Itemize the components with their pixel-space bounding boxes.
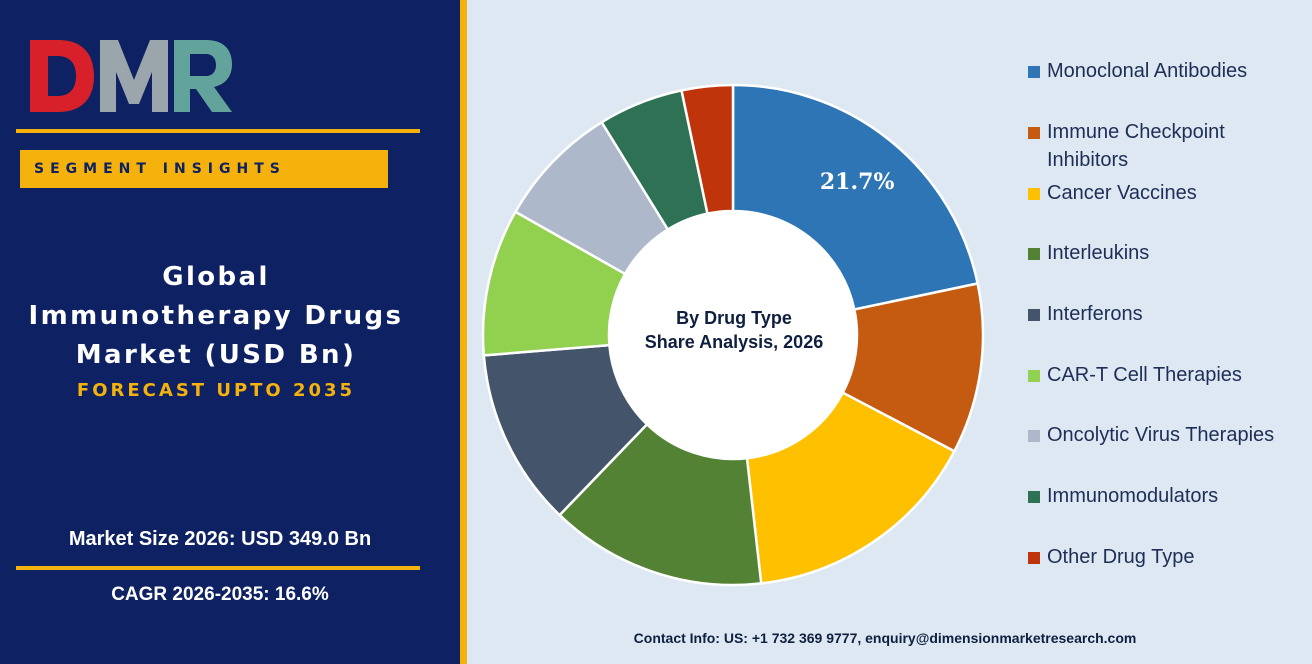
legend-label-line: Interleukins: [1047, 242, 1150, 264]
legend-swatch: [1028, 248, 1040, 260]
report-title-line-3: Market (USD Bn): [75, 340, 357, 370]
legend-label-line: Immunomodulators: [1047, 485, 1219, 507]
legend-item-interleukins: Interleukins: [1028, 239, 1306, 267]
legend-item-oncolytic-virus-therapies: Oncolytic Virus Therapies: [1028, 421, 1306, 449]
data-label: 21.7%: [820, 169, 895, 195]
report-title: Global Immunotherapy Drugs Market (USD B…: [0, 258, 432, 375]
legend-item-cancer-vaccines: Cancer Vaccines: [1028, 179, 1306, 207]
panel-divider: [460, 0, 467, 664]
legend-swatch: [1028, 127, 1040, 139]
donut-slice-cancer-vaccines: [745, 390, 956, 585]
donut-slice-monoclonal-antibodies: [731, 83, 980, 311]
legend-swatch: [1028, 66, 1040, 78]
legend-label-line: CAR-T Cell Therapies: [1047, 364, 1242, 386]
donut-center-line-1: By Drug Type: [676, 308, 792, 328]
legend-swatch: [1028, 430, 1040, 442]
legend-label-line: Monoclonal Antibodies: [1047, 60, 1248, 82]
legend-label: Immunomodulators: [1028, 482, 1306, 510]
legend-item-immune-checkpoint-inhibitors: Immune Checkpoint Inhibitors: [1028, 118, 1306, 174]
legend-label: Other Drug Type: [1028, 543, 1306, 571]
legend-label: Monoclonal Antibodies: [1028, 57, 1306, 85]
report-title-line-2: Immunotherapy Drugs: [28, 301, 404, 331]
market-size: Market Size 2026: USD 349.0 Bn: [68, 528, 372, 550]
legend-swatch: [1028, 309, 1040, 321]
legend-swatch: [1028, 188, 1040, 200]
legend-item-car-t-cell-therapies: CAR-T Cell Therapies: [1028, 361, 1306, 389]
legend-label-line: Inhibitors: [1047, 149, 1129, 171]
legend-swatch: [1028, 552, 1040, 564]
logo-letter-d: [30, 40, 94, 112]
top-rule: [16, 129, 420, 133]
forecast-subtitle: FORECAST UPTO 2035: [76, 380, 356, 401]
donut-slice-other-drug-type: [680, 83, 735, 216]
logo-letter-r: [174, 40, 232, 112]
legend-label-line: Other Drug Type: [1047, 546, 1195, 568]
report-title-line-1: Global: [162, 262, 270, 292]
legend-label-line: Oncolytic Virus Therapies: [1047, 424, 1275, 446]
legend-label: Immune Checkpoint Inhibitors: [1028, 118, 1306, 174]
segment-insights-tag: SEGMENT INSIGHTS: [20, 150, 388, 188]
donut-hole: [610, 212, 856, 458]
donut-center-title: By Drug Type Share Analysis, 2026: [610, 306, 858, 354]
legend-label-line: Interferons: [1047, 303, 1143, 325]
cagr: CAGR 2026-2035: 16.6%: [111, 584, 329, 605]
legend-item-interferons: Interferons: [1028, 300, 1306, 328]
legend-item-monoclonal-antibodies: Monoclonal Antibodies: [1028, 57, 1306, 85]
middle-rule: [16, 566, 420, 570]
legend-swatch: [1028, 491, 1040, 503]
legend-swatch: [1028, 370, 1040, 382]
legend-label-line: Immune Checkpoint: [1047, 121, 1225, 143]
contact-info: Contact Info: US: +1 732 369 9777, enqui…: [633, 630, 1137, 646]
donut-center-line-2: Share Analysis, 2026: [644, 332, 824, 352]
legend-label: Oncolytic Virus Therapies: [1028, 421, 1306, 449]
logo-letter-m: [100, 40, 168, 112]
legend-item-immunomodulators: Immunomodulators: [1028, 482, 1306, 510]
legend-label: Cancer Vaccines: [1028, 179, 1306, 207]
legend-label: CAR-T Cell Therapies: [1028, 361, 1306, 389]
legend-label: Interferons: [1028, 300, 1306, 328]
legend-label: Interleukins: [1028, 239, 1306, 267]
dmr-logo: [30, 40, 232, 112]
donut-chart: 21.7%: [481, 83, 985, 587]
legend-label-line: Cancer Vaccines: [1047, 182, 1197, 204]
legend-item-other-drug-type: Other Drug Type: [1028, 543, 1306, 571]
